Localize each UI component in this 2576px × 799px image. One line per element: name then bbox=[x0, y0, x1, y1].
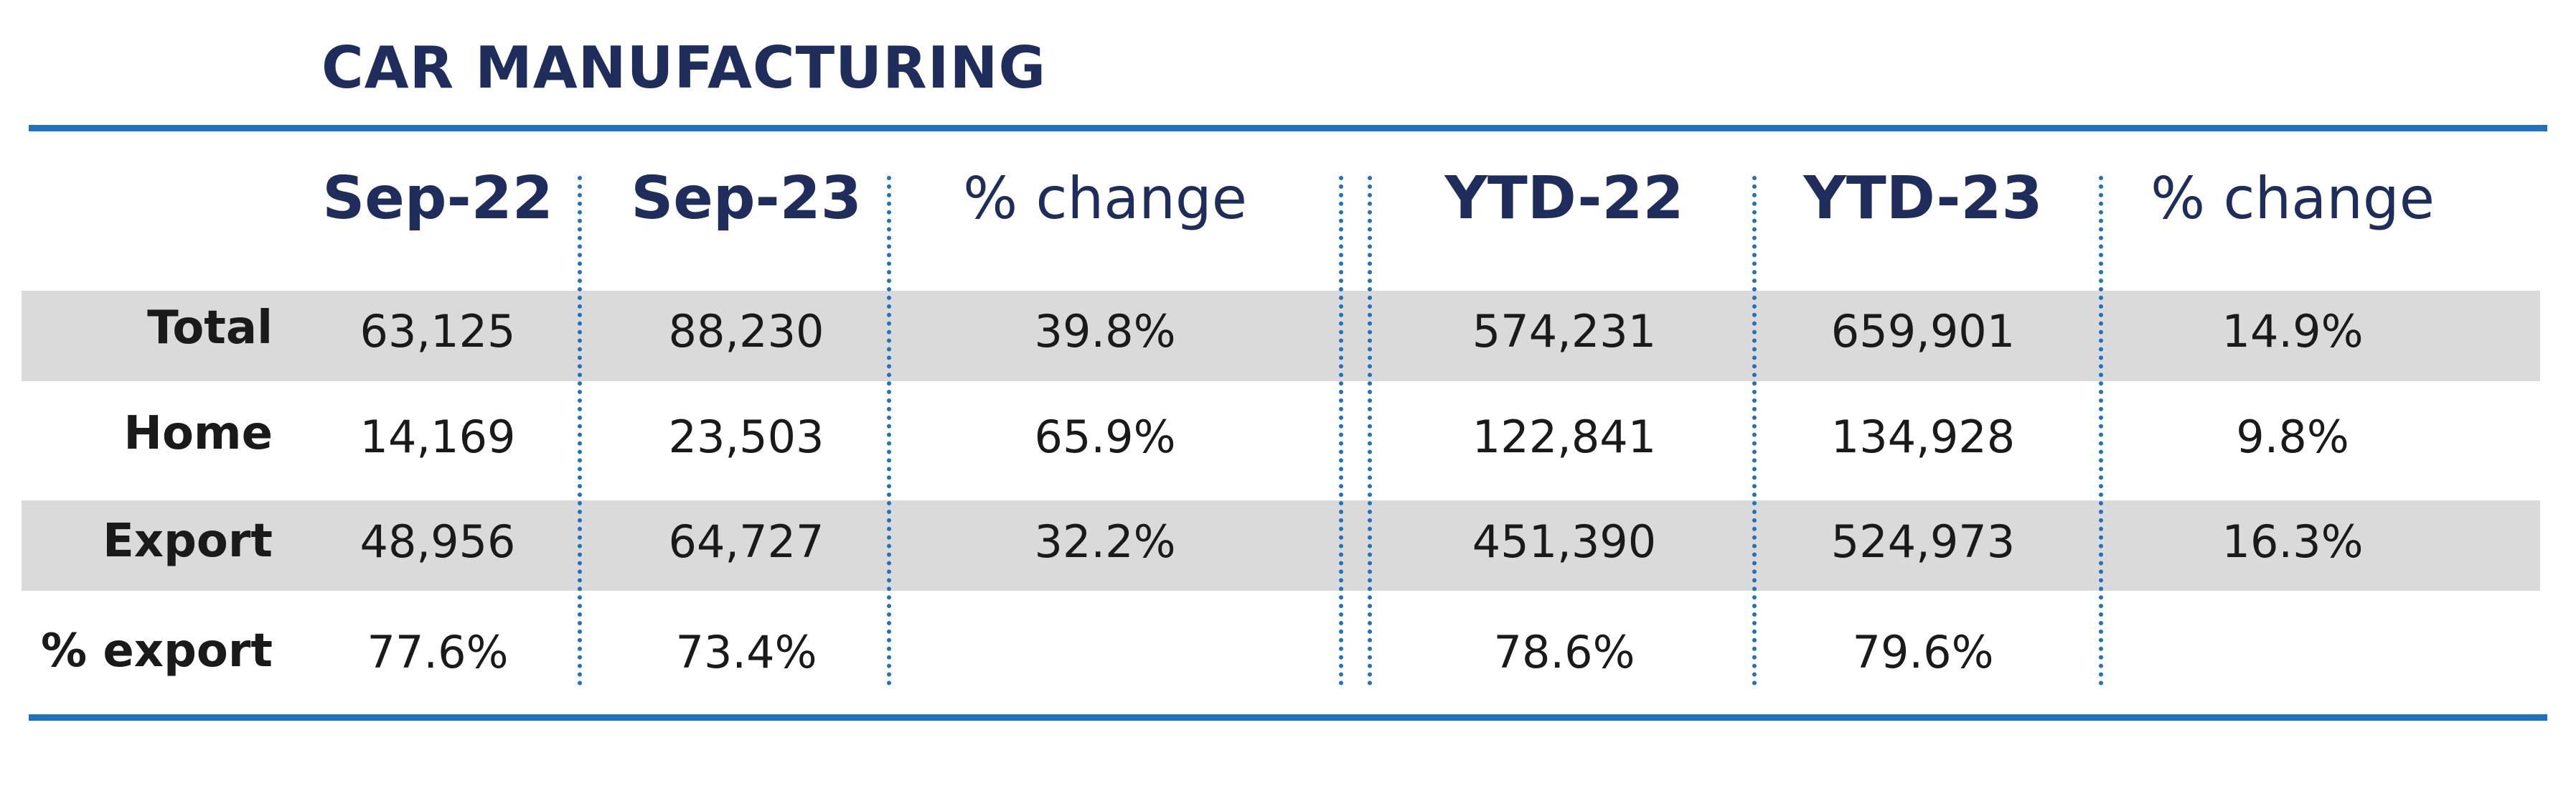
table-cell: 39.8% bbox=[1034, 305, 1176, 358]
table-cell: 32.2% bbox=[1034, 515, 1176, 568]
table-cell: 73.4% bbox=[675, 626, 817, 678]
table-cell: 659,901 bbox=[1830, 305, 2016, 358]
table-cell: 122,841 bbox=[1472, 411, 1657, 463]
table-cell: 88,230 bbox=[668, 305, 824, 358]
section-separator-right bbox=[1368, 176, 1372, 686]
column-header-sep-23: Sep-23 bbox=[631, 164, 862, 233]
table-cell: 524,973 bbox=[1830, 515, 2016, 568]
column-header-sep-22: Sep-22 bbox=[322, 164, 553, 233]
row-band-total bbox=[22, 291, 2540, 381]
row-label-pct-export: % export bbox=[40, 625, 273, 678]
table-cell: 79.6% bbox=[1852, 626, 1994, 678]
column-separator bbox=[1752, 176, 1757, 686]
column-header-pct-change-ytd: % change bbox=[2150, 165, 2435, 232]
table-cell: 574,231 bbox=[1472, 305, 1657, 358]
row-label-export: Export bbox=[103, 515, 273, 568]
top-rule bbox=[29, 125, 2547, 131]
row-label-total: Total bbox=[147, 302, 273, 355]
table-cell: 451,390 bbox=[1472, 515, 1657, 568]
table-cell: 16.3% bbox=[2222, 515, 2364, 568]
column-header-ytd-23: YTD-23 bbox=[1803, 164, 2043, 233]
table-cell: 63,125 bbox=[359, 305, 516, 358]
table-cell: 78.6% bbox=[1493, 626, 1635, 678]
row-band-export bbox=[22, 500, 2540, 591]
table-cell: 14,169 bbox=[359, 411, 516, 463]
table-cell: 64,727 bbox=[668, 515, 824, 568]
column-separator bbox=[578, 176, 582, 686]
column-header-pct-change-month: % change bbox=[963, 165, 1247, 232]
table-cell: 77.6% bbox=[367, 626, 509, 678]
table-cell: 14.9% bbox=[2222, 305, 2364, 358]
column-separator bbox=[2099, 176, 2103, 686]
table-cell: 9.8% bbox=[2236, 411, 2349, 463]
column-header-ytd-22: YTD-22 bbox=[1444, 164, 1684, 233]
page-title: CAR MANUFACTURING bbox=[321, 34, 1047, 101]
table-cell: 134,928 bbox=[1830, 411, 2016, 463]
column-separator bbox=[887, 176, 891, 686]
table-cell: 65.9% bbox=[1034, 411, 1176, 463]
bottom-rule bbox=[29, 714, 2547, 721]
table-cell: 48,956 bbox=[359, 515, 516, 568]
row-label-home: Home bbox=[123, 407, 273, 460]
table-cell: 23,503 bbox=[668, 411, 824, 463]
section-separator-left bbox=[1339, 176, 1343, 686]
